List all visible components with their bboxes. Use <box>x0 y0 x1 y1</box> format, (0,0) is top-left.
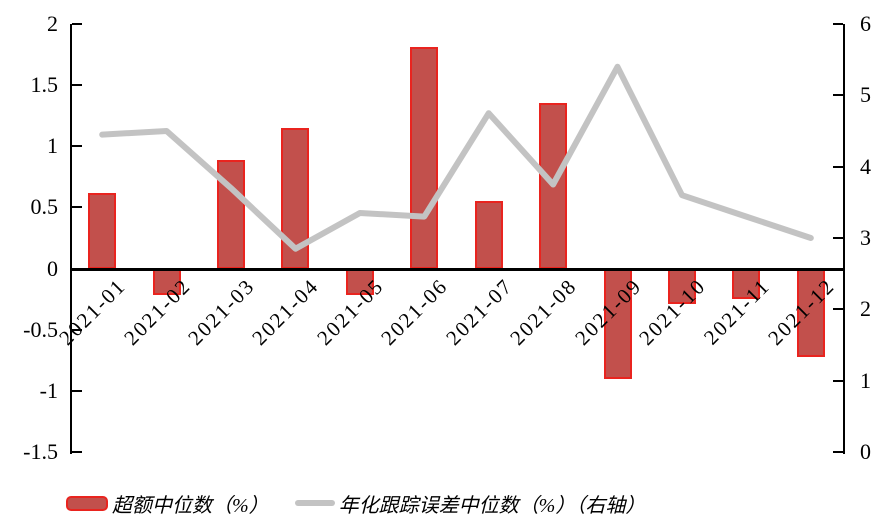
excess-median-bar <box>732 268 761 300</box>
right-axis-tick <box>833 165 843 168</box>
left-axis-tick <box>72 23 82 25</box>
excess-median-bar <box>474 201 503 269</box>
right-axis-tick-label: 3 <box>860 225 871 250</box>
excess-median-bar <box>217 159 246 269</box>
right-axis-tick <box>833 308 843 311</box>
left-axis-tick-label: -1.5 <box>23 439 58 464</box>
left-axis-tick-label: -0.5 <box>23 316 58 342</box>
right-axis-tick-label: 0 <box>860 439 871 464</box>
left-axis-tick-label: 0 <box>47 255 58 281</box>
legend: 超额中位数（%） 年化跟踪误差中位数（%）（右轴） <box>66 488 645 518</box>
left-axis-tick <box>72 328 82 331</box>
left-axis-tick-label: 0.5 <box>30 194 59 220</box>
x-axis-zero-line <box>70 267 845 271</box>
excess-median-bar <box>152 268 181 296</box>
bar-series-swatch-icon <box>66 495 108 511</box>
left-axis-tick <box>72 145 82 148</box>
right-axis-tick-label: 1 <box>860 367 871 393</box>
right-axis-tick <box>833 379 843 382</box>
right-axis-tick-label: 4 <box>860 153 871 179</box>
right-axis-tick <box>833 237 843 239</box>
right-axis-tick-label: 2 <box>860 296 871 322</box>
line-series-label: 年化跟踪误差中位数（%）（右轴） <box>338 494 646 517</box>
left-axis-tick-label: -1 <box>39 377 58 403</box>
legend-item-bar-series: 超额中位数（%） <box>66 489 269 518</box>
left-axis-tick <box>72 206 82 209</box>
left-axis-tick-label: 2 <box>47 11 58 36</box>
left-axis-tick-label: 1 <box>47 133 58 159</box>
legend-item-line-series: 年化跟踪误差中位数（%）（右轴） <box>294 489 646 518</box>
excess-median-bar <box>410 47 439 269</box>
right-axis-tick <box>833 94 843 97</box>
line-series-swatch-icon <box>294 500 335 506</box>
right-y-axis <box>843 24 845 454</box>
left-axis-tick <box>72 451 82 453</box>
bar-series-label: 超额中位数（%） <box>112 494 269 517</box>
right-axis-tick <box>833 451 843 453</box>
left-axis-tick-label: 1.5 <box>30 72 59 98</box>
right-axis-tick-label: 6 <box>860 11 871 36</box>
left-y-axis <box>70 24 72 454</box>
right-axis-tick <box>833 23 843 25</box>
excess-median-bar <box>796 268 825 357</box>
left-axis-tick <box>72 389 82 392</box>
right-axis-tick-label: 5 <box>860 82 871 108</box>
excess-median-bar <box>603 268 632 379</box>
tracking-error-line <box>99 63 814 252</box>
left-axis-tick <box>72 84 82 87</box>
